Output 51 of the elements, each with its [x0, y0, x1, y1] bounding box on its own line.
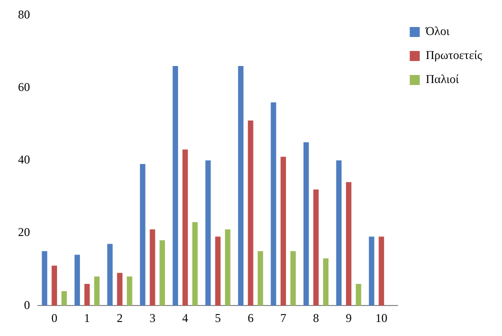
- x-tick-label: 10: [375, 310, 388, 325]
- bar: [182, 150, 188, 306]
- y-tick-label: 0: [24, 298, 30, 312]
- legend-label: Παλιοί: [426, 72, 460, 86]
- bar: [290, 251, 296, 306]
- bar: [313, 189, 319, 306]
- y-tick-label: 80: [18, 7, 30, 22]
- bar: [84, 284, 90, 306]
- bar: [368, 236, 374, 306]
- bar: [74, 254, 80, 306]
- bar: [280, 156, 286, 306]
- bar: [323, 258, 328, 306]
- bar: [192, 222, 198, 306]
- bar: [215, 236, 221, 306]
- bar: [356, 284, 362, 306]
- bar: [205, 160, 211, 306]
- bar: [238, 66, 244, 306]
- bar: [160, 240, 165, 306]
- bar: [42, 251, 48, 306]
- bar: [270, 102, 276, 306]
- x-tick-label: 4: [182, 310, 188, 325]
- y-tick-label: 40: [18, 152, 30, 167]
- x-tick-label: 6: [248, 310, 254, 325]
- x-tick-label: 1: [84, 310, 90, 325]
- x-tick-label: 8: [312, 310, 319, 325]
- bar: [117, 272, 122, 306]
- bar: [336, 160, 342, 306]
- legend-label: Πρωτοετείς: [426, 48, 482, 62]
- bar: [224, 229, 230, 306]
- legend-label: Όλοι: [424, 24, 450, 38]
- x-tick-label: 2: [116, 310, 123, 325]
- x-tick-label: 5: [214, 310, 221, 325]
- bar: [172, 66, 178, 306]
- x-tick-label: 0: [51, 310, 58, 325]
- bar: [107, 244, 113, 306]
- bar: [52, 266, 58, 306]
- bar: [94, 276, 100, 306]
- bar: [346, 182, 352, 306]
- y-tick-label: 60: [18, 80, 30, 94]
- x-tick-label: 7: [280, 310, 286, 325]
- bar: [61, 291, 67, 306]
- y-tick-label: 20: [18, 225, 30, 240]
- bar: [303, 142, 309, 306]
- bar: [126, 276, 132, 306]
- bar: [378, 236, 384, 306]
- bar: [150, 229, 156, 306]
- x-tick-label: 3: [149, 310, 156, 325]
- bar: [248, 120, 254, 306]
- bar: [140, 164, 146, 306]
- x-tick-label: 9: [346, 310, 352, 325]
- bar: [258, 251, 264, 306]
